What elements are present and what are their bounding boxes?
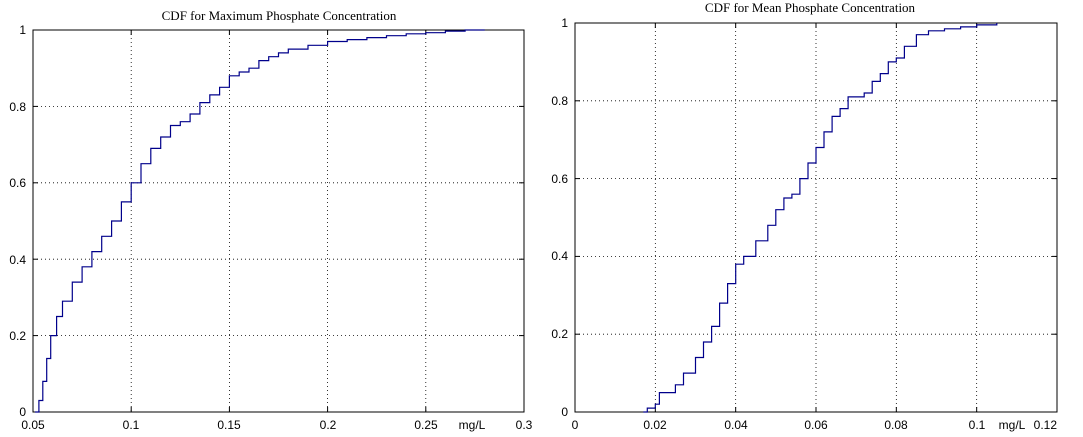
x-tick-label: 0.1 — [969, 418, 986, 432]
x-tick-label: 0.06 — [804, 418, 828, 432]
x-tick-label: 0 — [572, 418, 579, 432]
y-tick-label: 0.6 — [9, 176, 26, 190]
x-tick-label: 0.1 — [123, 418, 140, 432]
y-tick-label: 0 — [561, 405, 568, 419]
y-axis-labels: 0 0.2 0.4 0.6 0.8 1 — [9, 23, 26, 419]
y-tick-label: 1 — [561, 16, 568, 30]
x-unit-label: mg/L — [999, 418, 1026, 432]
x-tick-label: 0.05 — [21, 418, 45, 432]
y-tick-label: 1 — [19, 23, 26, 37]
axis-ticks — [574, 22, 1058, 413]
axis-ticks — [32, 29, 525, 413]
x-unit-label: mg/L — [459, 418, 486, 432]
x-tick-label: 0.2 — [320, 418, 337, 432]
y-tick-label: 0.4 — [551, 249, 568, 263]
y-tick-label: 0.6 — [551, 172, 568, 186]
chart-mean-phosphate: CDF for Mean Phosphate Concentration 0 0… — [551, 0, 1058, 432]
y-tick-label: 0.4 — [9, 253, 26, 267]
x-axis-labels: 0 0.02 0.04 0.06 0.08 0.1 mg/L 0.12 — [572, 418, 1058, 432]
x-tick-label: 0.3 — [516, 418, 533, 432]
plot-frame — [32, 29, 525, 413]
grid — [33, 30, 524, 412]
x-tick-label: 0.02 — [643, 418, 667, 432]
y-tick-label: 0.2 — [551, 327, 568, 341]
chart-max-phosphate: CDF for Maximum Phosphate Concentration … — [9, 8, 532, 432]
grid — [575, 23, 1057, 412]
plot-frame — [574, 22, 1058, 413]
x-tick-label: 0.04 — [724, 418, 748, 432]
y-tick-label: 0.8 — [9, 100, 26, 114]
chart-title: CDF for Mean Phosphate Concentration — [705, 0, 916, 15]
x-tick-label: 0.25 — [414, 418, 438, 432]
y-tick-label: 0 — [19, 405, 26, 419]
cdf-line — [35, 29, 485, 413]
chart-title: CDF for Maximum Phosphate Concentration — [162, 8, 397, 23]
y-tick-label: 0.2 — [9, 329, 26, 343]
cdf-line — [643, 23, 998, 413]
y-tick-label: 0.8 — [551, 94, 568, 108]
x-axis-labels: 0.05 0.1 0.15 0.2 0.25 mg/L 0.3 — [21, 418, 532, 432]
y-axis-labels: 0 0.2 0.4 0.6 0.8 1 — [551, 16, 568, 419]
x-tick-label: 0.12 — [1034, 418, 1058, 432]
x-tick-label: 0.15 — [217, 418, 241, 432]
x-tick-label: 0.08 — [884, 418, 908, 432]
